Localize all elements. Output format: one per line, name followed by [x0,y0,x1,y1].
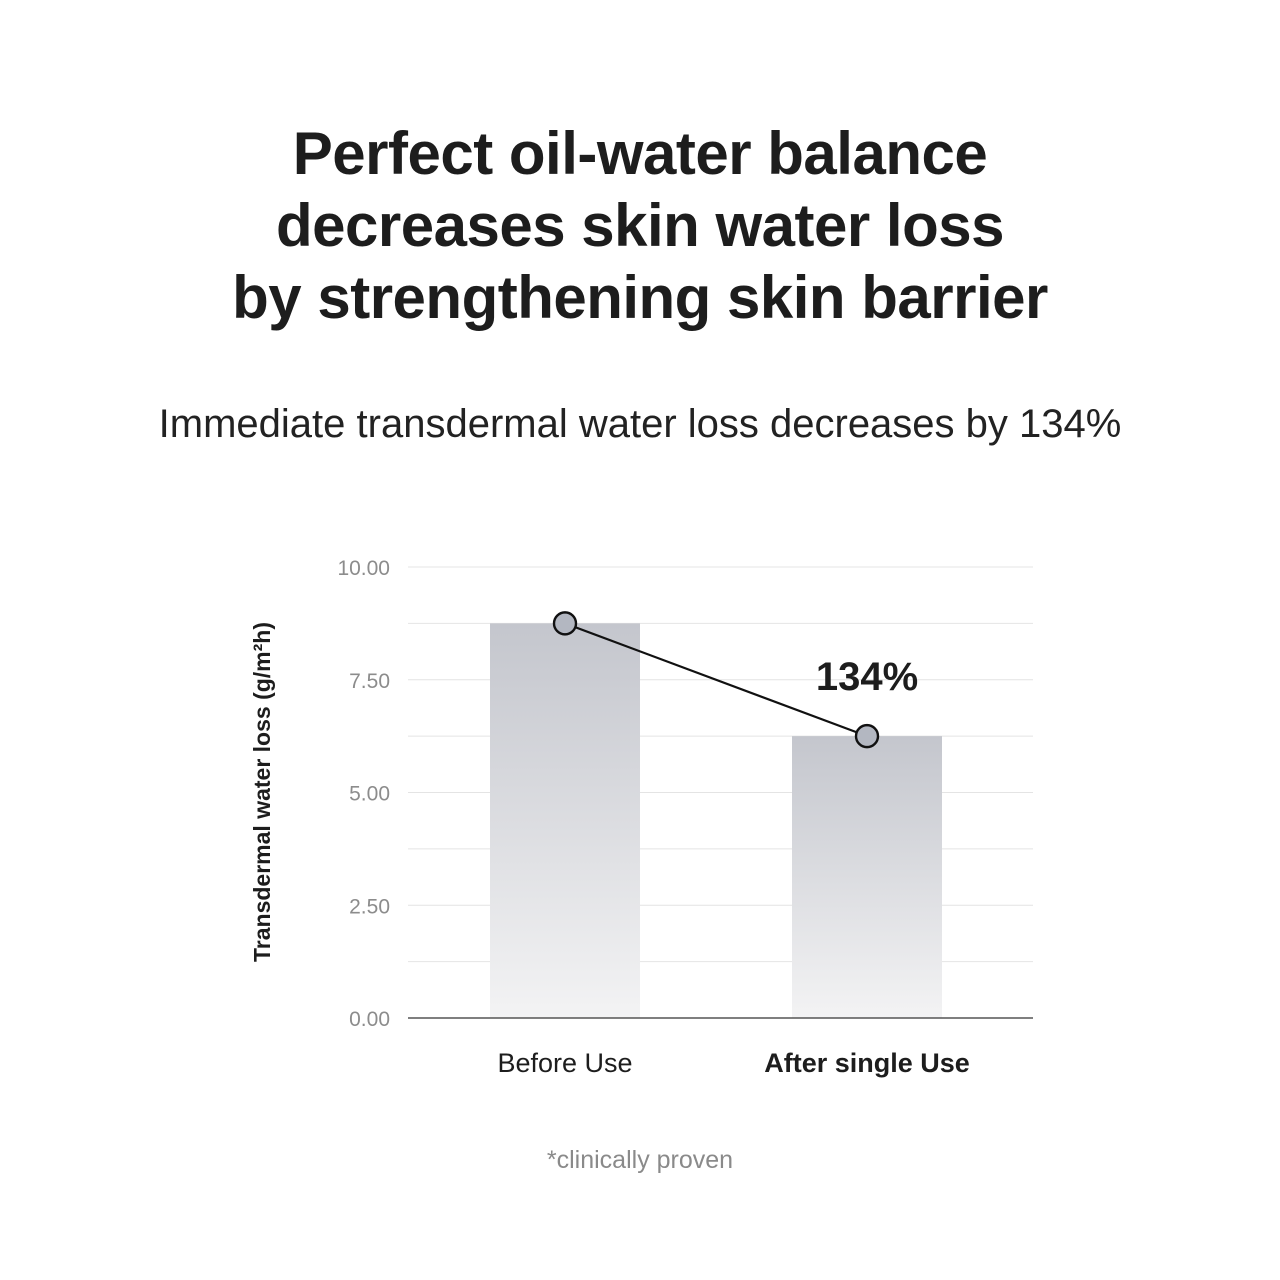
headline-line-2: decreases skin water loss [276,192,1004,259]
y-axis-label: Transdermal water loss (g/m²h) [249,622,275,962]
bar-after-single-use [792,736,942,1018]
y-tick-label: 0.00 [349,1008,390,1031]
y-tick-label: 10.00 [337,557,390,580]
headline-line-1: Perfect oil-water balance [292,120,988,187]
subtitle: Immediate transdermal water loss decreas… [158,402,1122,446]
data-point-marker [854,723,880,749]
y-tick-label: 5.00 [349,783,390,806]
headline: Perfect oil-water balance decreases skin… [0,118,1280,334]
headline-line-3: by strengthening skin barrier [232,264,1048,331]
labels: 0.00 2.50 5.00 7.50 10.00 Transdermal water l… [249,557,970,1078]
y-tick-label: 7.50 [349,670,390,693]
footnote: *clinically proven [546,1146,734,1174]
bars [490,623,942,1018]
trend-line-segment [564,622,868,738]
decrease-annotation: 134% [816,655,918,699]
x-tick-label: Before Use [497,1048,632,1078]
y-tick-label: 2.50 [349,895,390,918]
trend-line [552,611,880,749]
data-point-marker [552,611,578,636]
x-tick-label: After single Use [764,1048,970,1078]
bar-before-use [490,623,640,1018]
